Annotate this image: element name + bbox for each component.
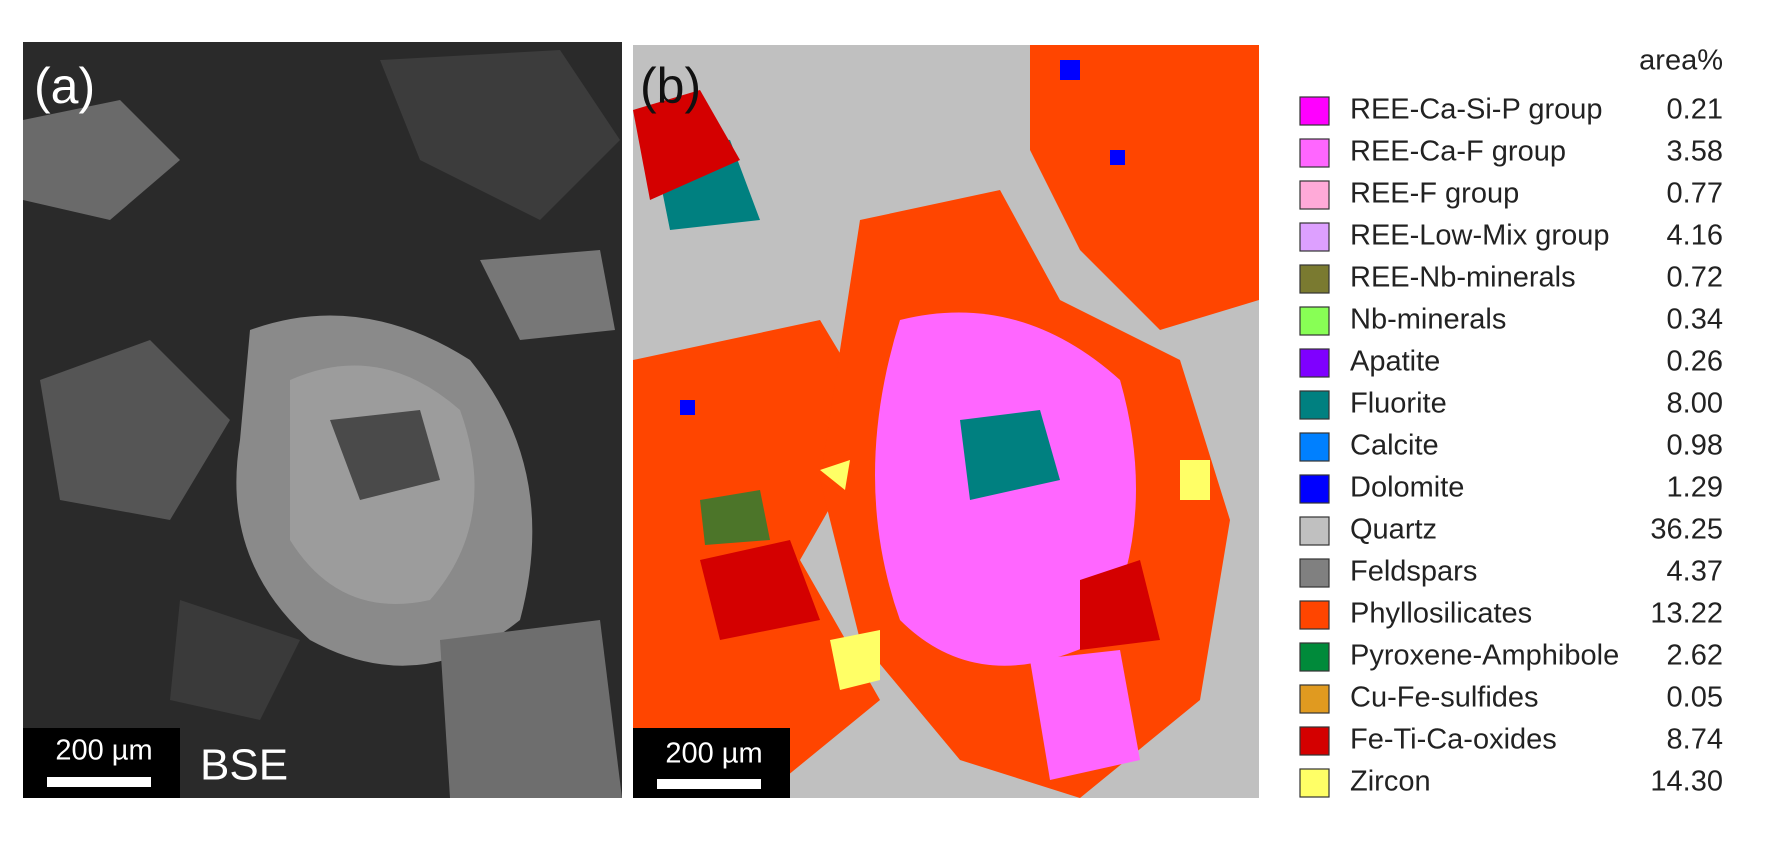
legend-swatch [1299,558,1330,588]
legend: REE-Ca-Si-P group 0.21 REE-Ca-F group 3.58 R… [1299,94,1723,798]
legend-value: 0.05 [1667,682,1723,714]
legend-swatch [1299,348,1330,378]
legend-swatch [1299,390,1330,420]
legend-swatch [1299,96,1330,126]
legend-value: 0.77 [1667,178,1723,210]
legend-value: 0.98 [1667,430,1723,462]
legend-swatch [1299,180,1330,210]
legend-value: 0.34 [1667,304,1723,336]
legend-value: 3.58 [1667,136,1723,168]
legend-swatch [1299,768,1330,798]
legend-swatch [1299,306,1330,336]
legend-name: Nb-minerals [1350,304,1506,336]
legend-name: Fe-Ti-Ca-oxides [1350,724,1557,756]
legend-name: Fluorite [1350,388,1447,420]
legend-value: 0.26 [1667,346,1723,378]
legend-name: Apatite [1350,346,1440,378]
phase-map [633,45,1259,798]
legend-name: REE-Ca-Si-P group [1350,94,1603,126]
legend-value: 14.30 [1650,766,1723,798]
scale-bar-label: 200 µm [665,738,762,770]
legend-value: 0.72 [1667,262,1723,294]
legend-name: Zircon [1350,766,1431,798]
panel-label: (a) [34,58,95,114]
legend-name: REE-Ca-F group [1350,136,1566,168]
legend-name: Pyroxene-Amphibole [1350,640,1619,672]
legend-swatch [1299,432,1330,462]
legend-swatch [1299,642,1330,672]
legend-value: 4.16 [1667,220,1723,252]
legend-name: Dolomite [1350,472,1464,504]
legend-name: REE-F group [1350,178,1519,210]
legend-swatch [1299,222,1330,252]
legend-value: 8.74 [1667,724,1723,756]
legend-swatch [1299,600,1330,630]
panel-label: (b) [640,58,701,114]
legend-swatch [1299,474,1330,504]
legend-value: 2.62 [1667,640,1723,672]
legend-value: 0.21 [1667,94,1723,126]
legend-swatch [1299,684,1330,714]
legend-swatch [1299,138,1330,168]
legend-value: 36.25 [1650,514,1723,546]
scale-bar [47,777,151,787]
legend-swatch [1299,726,1330,756]
legend-name: Cu-Fe-sulfides [1350,682,1539,714]
legend-value: 4.37 [1667,556,1723,588]
legend-value: 13.22 [1650,598,1723,630]
legend-value: 1.29 [1667,472,1723,504]
legend-swatch [1299,516,1330,546]
bse-image [23,42,622,798]
legend-name: Feldspars [1350,556,1477,588]
legend-swatch [1299,264,1330,294]
legend-value: 8.00 [1667,388,1723,420]
scale-bar-label: 200 µm [55,735,152,767]
legend-name: Phyllosilicates [1350,598,1532,630]
scale-bar [657,779,761,789]
legend-name: REE-Low-Mix group [1350,220,1609,252]
legend-name: Calcite [1350,430,1439,462]
legend-name: REE-Nb-minerals [1350,262,1576,294]
legend-header: area% [1639,45,1723,77]
legend-name: Quartz [1350,514,1437,546]
image-caption: BSE [200,741,288,790]
